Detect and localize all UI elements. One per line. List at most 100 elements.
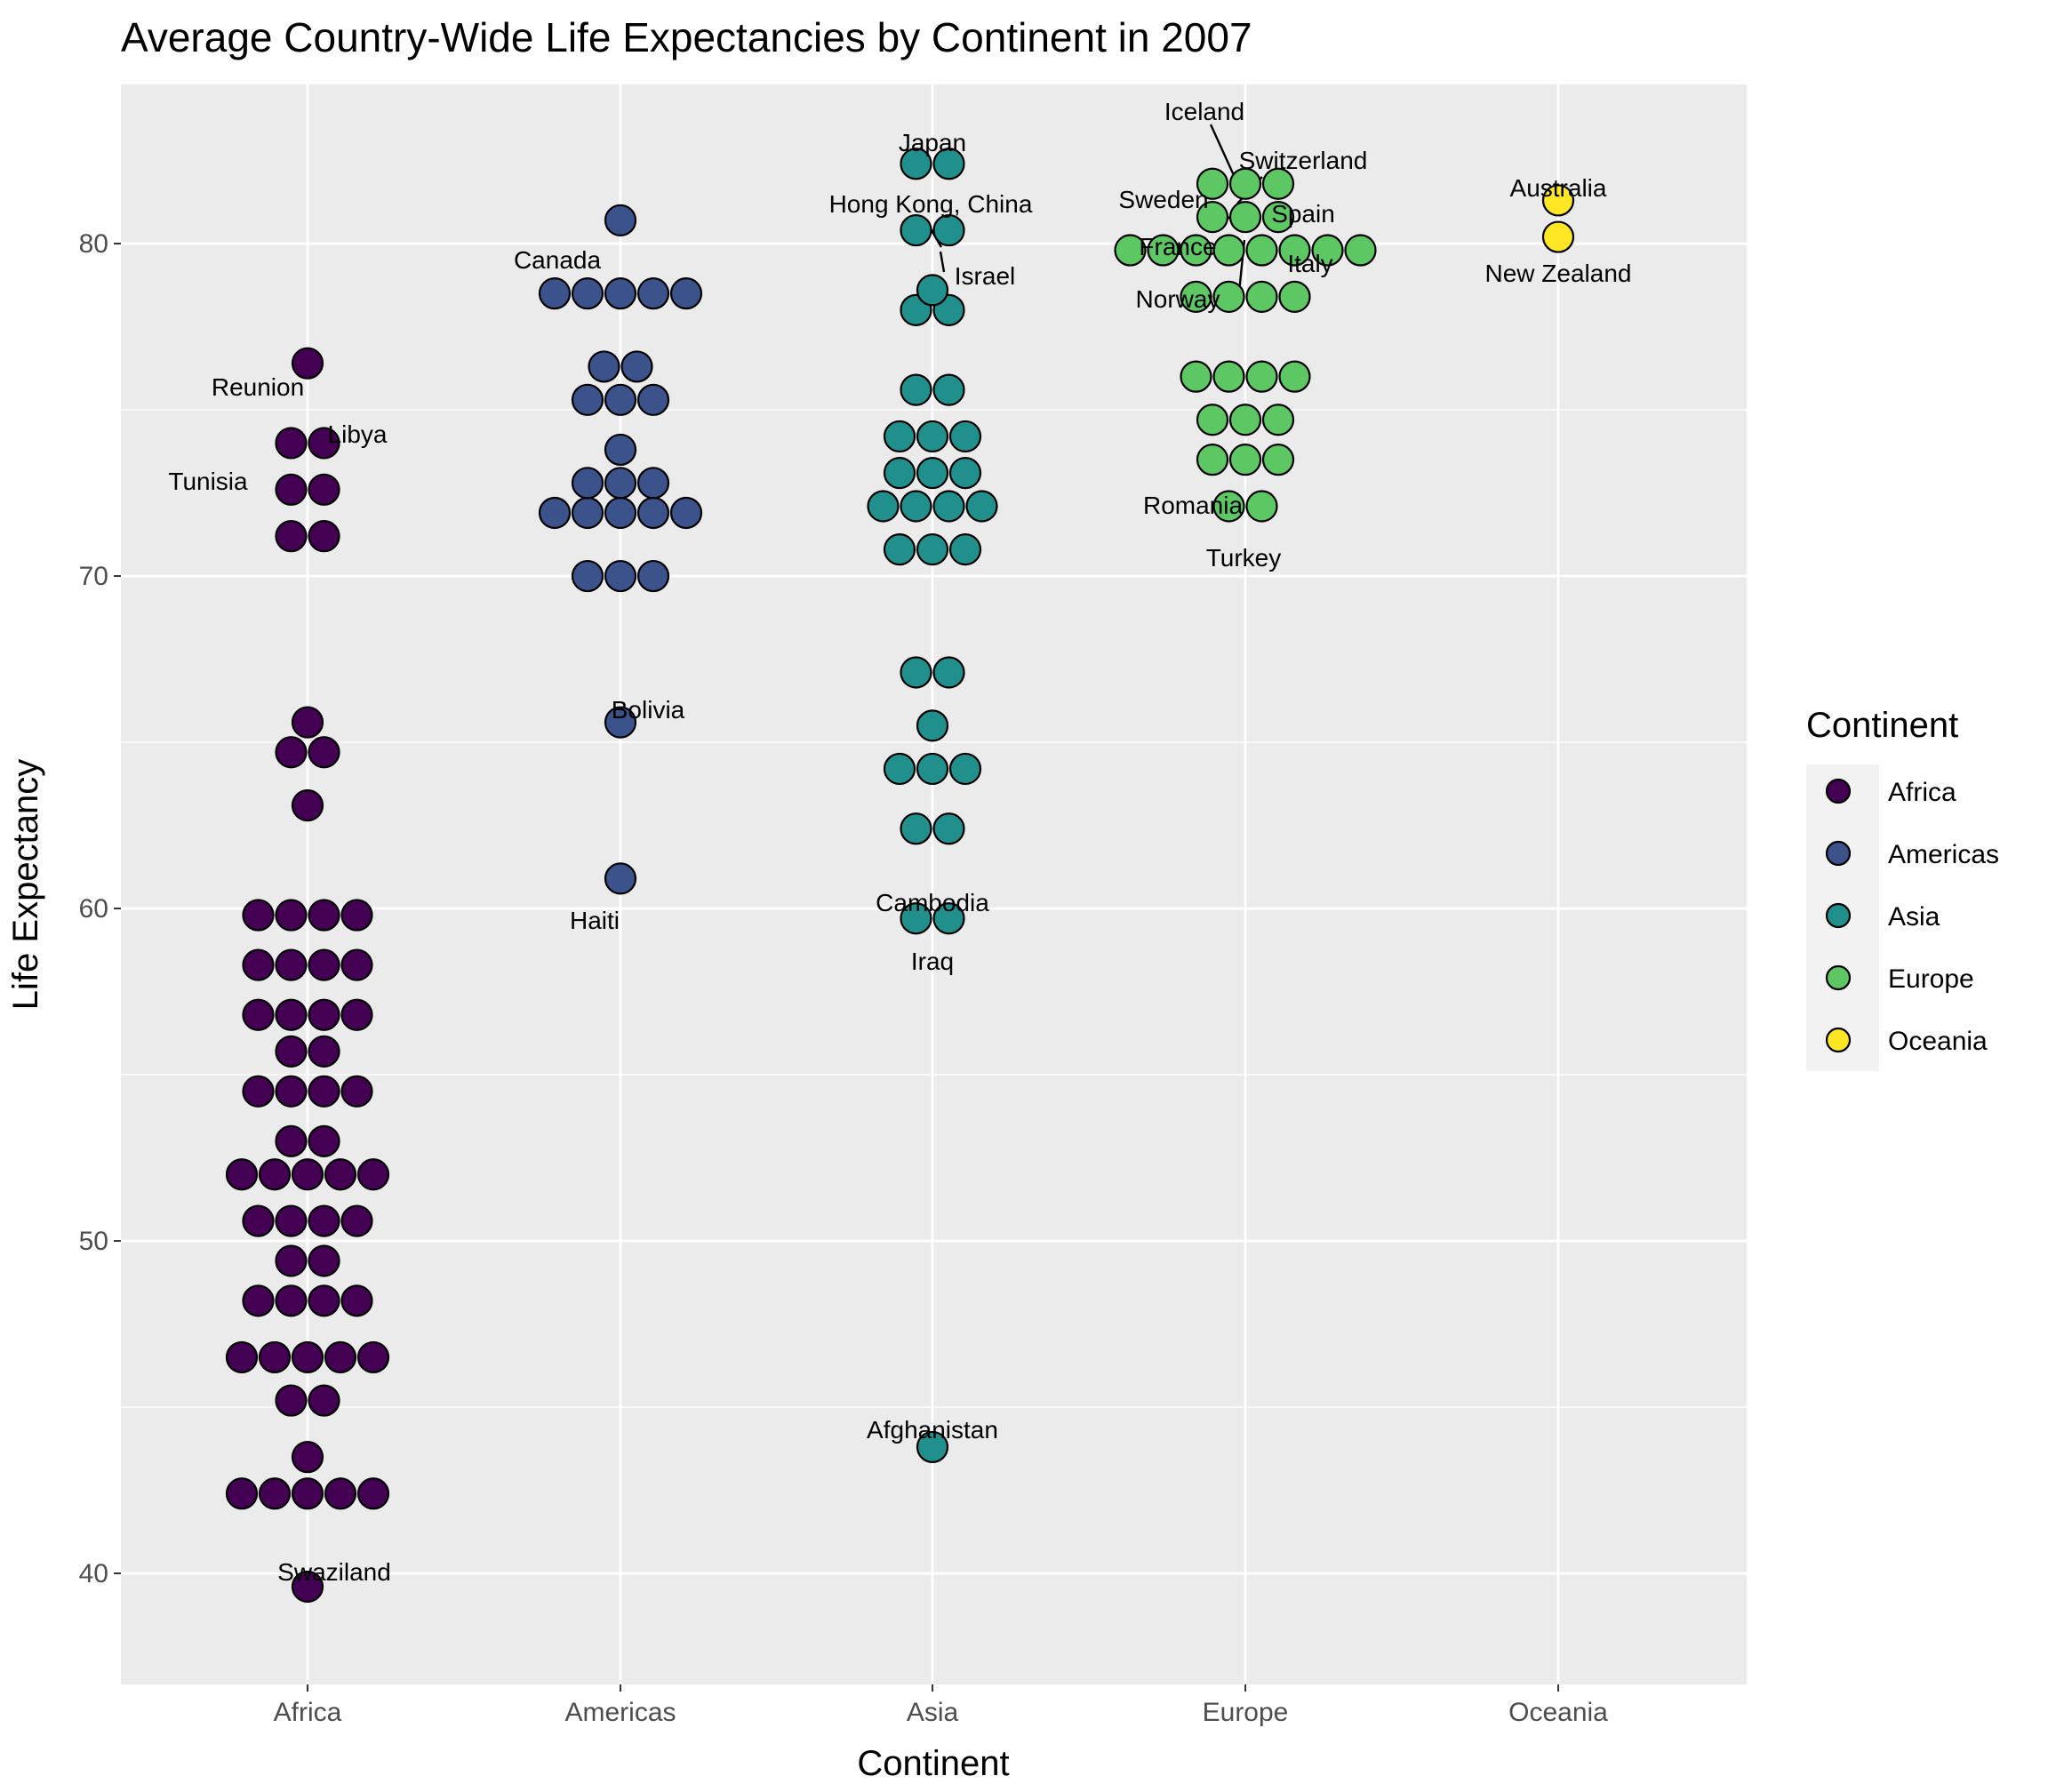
data-point-africa bbox=[308, 520, 340, 553]
point-label-tunisia: Tunisia bbox=[168, 468, 248, 495]
data-point-asia bbox=[916, 420, 949, 453]
point-label-norway: Norway bbox=[1136, 285, 1220, 313]
data-point-africa bbox=[308, 998, 340, 1031]
data-point-africa bbox=[258, 1340, 292, 1374]
point-label-hong-kong-china: Hong Kong, China bbox=[829, 190, 1033, 218]
point-label-iceland: Iceland bbox=[1164, 98, 1244, 125]
data-point-africa bbox=[324, 1340, 357, 1374]
data-point-europe bbox=[1261, 404, 1295, 436]
data-point-asia bbox=[965, 490, 998, 523]
data-point-americas bbox=[604, 862, 637, 895]
data-point-africa bbox=[275, 1075, 308, 1108]
data-point-americas bbox=[636, 559, 670, 593]
point-label-canada: Canada bbox=[514, 246, 602, 274]
data-point-europe bbox=[1196, 167, 1229, 200]
data-point-africa bbox=[324, 1477, 357, 1510]
data-point-africa bbox=[275, 998, 308, 1031]
data-point-africa bbox=[258, 1477, 292, 1510]
data-point-asia bbox=[883, 752, 916, 786]
data-point-oceania bbox=[1541, 220, 1575, 253]
point-label-france: France bbox=[1139, 233, 1216, 260]
data-point-europe bbox=[1245, 234, 1278, 267]
data-point-americas bbox=[636, 467, 670, 500]
data-point-europe bbox=[1180, 234, 1212, 267]
data-point-asia bbox=[900, 656, 932, 689]
data-point-asia bbox=[916, 533, 949, 566]
data-point-europe bbox=[1278, 234, 1311, 267]
data-point-americas bbox=[636, 496, 670, 530]
legend-key-asia bbox=[1825, 902, 1852, 929]
x-tick-label-asia: Asia bbox=[907, 1698, 959, 1727]
point-label-reunion: Reunion bbox=[212, 373, 304, 401]
data-point-europe bbox=[1228, 404, 1262, 436]
data-point-europe bbox=[1245, 360, 1278, 393]
data-point-africa bbox=[308, 1284, 340, 1317]
data-point-africa bbox=[356, 1477, 390, 1510]
data-point-africa bbox=[308, 948, 340, 981]
data-point-africa bbox=[340, 899, 373, 932]
point-label-libya: Libya bbox=[328, 420, 388, 448]
data-point-africa bbox=[324, 1158, 357, 1191]
point-label-sweden: Sweden bbox=[1118, 186, 1208, 213]
data-point-europe bbox=[1344, 234, 1377, 267]
grid-minor bbox=[121, 409, 1747, 1408]
y-tick-label-40: 40 bbox=[79, 1559, 108, 1588]
label-leader-line bbox=[939, 251, 946, 273]
legend-key-europe bbox=[1825, 964, 1852, 991]
plot-panel bbox=[121, 84, 1747, 1684]
data-point-asia bbox=[883, 420, 916, 453]
data-point-africa bbox=[275, 1035, 308, 1068]
data-point-europe bbox=[1212, 360, 1245, 393]
data-point-africa bbox=[291, 1340, 324, 1374]
data-point-europe bbox=[1196, 201, 1229, 234]
data-point-asia bbox=[932, 812, 965, 845]
data-point-europe bbox=[1196, 444, 1229, 476]
legend-label-africa: Africa bbox=[1888, 778, 1956, 807]
y-tick-label-70: 70 bbox=[79, 562, 108, 591]
data-point-africa bbox=[308, 427, 340, 460]
data-point-africa bbox=[275, 1204, 308, 1237]
data-points bbox=[225, 148, 1575, 1604]
data-point-europe bbox=[1196, 404, 1229, 436]
data-point-africa bbox=[340, 1204, 373, 1237]
x-tick-label-americas: Americas bbox=[564, 1698, 676, 1727]
data-point-africa bbox=[291, 1570, 324, 1604]
legend-key-americas bbox=[1825, 840, 1852, 867]
data-point-asia bbox=[948, 420, 982, 453]
data-point-asia bbox=[900, 213, 932, 247]
data-point-africa bbox=[242, 1204, 275, 1237]
legend-key-africa bbox=[1825, 778, 1852, 804]
data-point-asia bbox=[948, 752, 982, 786]
data-point-africa bbox=[340, 948, 373, 981]
data-point-africa bbox=[308, 1124, 340, 1157]
data-point-americas bbox=[571, 496, 604, 530]
data-point-africa bbox=[242, 948, 275, 981]
data-point-asia bbox=[948, 456, 982, 490]
data-point-africa bbox=[291, 1441, 324, 1474]
data-point-europe bbox=[1147, 234, 1180, 267]
data-point-africa bbox=[308, 1384, 340, 1417]
data-point-europe bbox=[1278, 360, 1311, 393]
legend-label-oceania: Oceania bbox=[1888, 1027, 1988, 1056]
data-point-europe bbox=[1261, 201, 1295, 234]
data-point-africa bbox=[275, 948, 308, 981]
chart-title: Average Country-Wide Life Expectancies b… bbox=[121, 14, 1252, 60]
point-label-bolivia: Bolivia bbox=[612, 696, 685, 724]
x-axis-title: Continent bbox=[857, 1744, 1009, 1783]
data-point-africa bbox=[308, 1204, 340, 1237]
data-point-asia bbox=[916, 1430, 949, 1464]
data-point-europe bbox=[1212, 490, 1245, 523]
data-point-africa bbox=[356, 1158, 390, 1191]
data-point-asia bbox=[900, 902, 932, 935]
data-point-europe bbox=[1212, 234, 1245, 267]
data-point-americas bbox=[604, 277, 637, 310]
data-point-africa bbox=[275, 899, 308, 932]
data-point-africa bbox=[291, 347, 324, 380]
point-label-romania: Romania bbox=[1143, 492, 1243, 519]
point-label-swaziland: Swaziland bbox=[277, 1558, 391, 1586]
data-point-europe bbox=[1114, 234, 1147, 267]
data-point-asia bbox=[932, 490, 965, 523]
data-point-africa bbox=[340, 998, 373, 1031]
data-point-americas bbox=[538, 277, 572, 310]
data-point-asia bbox=[948, 533, 982, 566]
